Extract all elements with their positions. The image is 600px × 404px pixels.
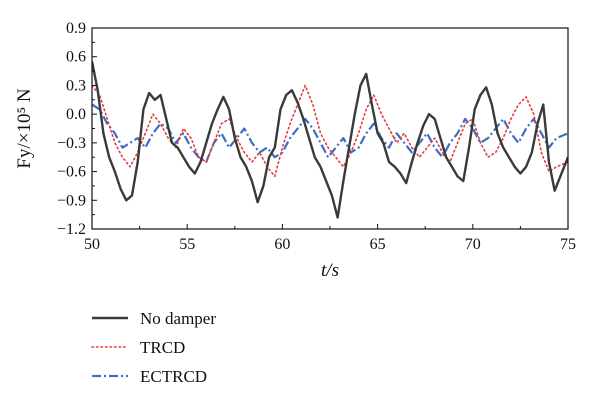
y-tick-label: −1.2	[57, 221, 86, 238]
y-tick-label: 0.3	[66, 77, 86, 94]
y-tick-label: 0.6	[66, 49, 86, 66]
y-tick-label: 0.9	[66, 20, 86, 37]
series-line-no-damper	[92, 61, 568, 219]
legend-label: No damper	[140, 309, 216, 328]
y-axis-label: Fy/×10⁵ N	[14, 88, 35, 168]
legend: No damper TRCD ECTRCD	[91, 309, 216, 386]
x-axis-label: t/s	[321, 260, 339, 281]
legend-label: ECTRCD	[140, 367, 207, 386]
x-axis-ticks: 50 55 60 65 70 75	[84, 224, 576, 253]
y-axis-ticks: −1.2 −0.9 −0.6 −0.3 0.0 0.3 0.6 0.9	[57, 20, 97, 238]
x-tick-label: 70	[465, 236, 481, 253]
y-tick-label: −0.9	[57, 192, 86, 209]
x-tick-label: 75	[560, 236, 576, 253]
legend-label: TRCD	[140, 338, 185, 357]
y-tick-label: −0.6	[57, 164, 86, 181]
x-tick-label: 55	[179, 236, 195, 253]
x-tick-label: 50	[84, 236, 100, 253]
x-tick-label: 65	[370, 236, 386, 253]
series-layer	[92, 61, 568, 219]
y-tick-label: 0.0	[66, 106, 86, 123]
y-tick-label: −0.3	[57, 135, 86, 152]
x-tick-label: 60	[274, 236, 290, 253]
